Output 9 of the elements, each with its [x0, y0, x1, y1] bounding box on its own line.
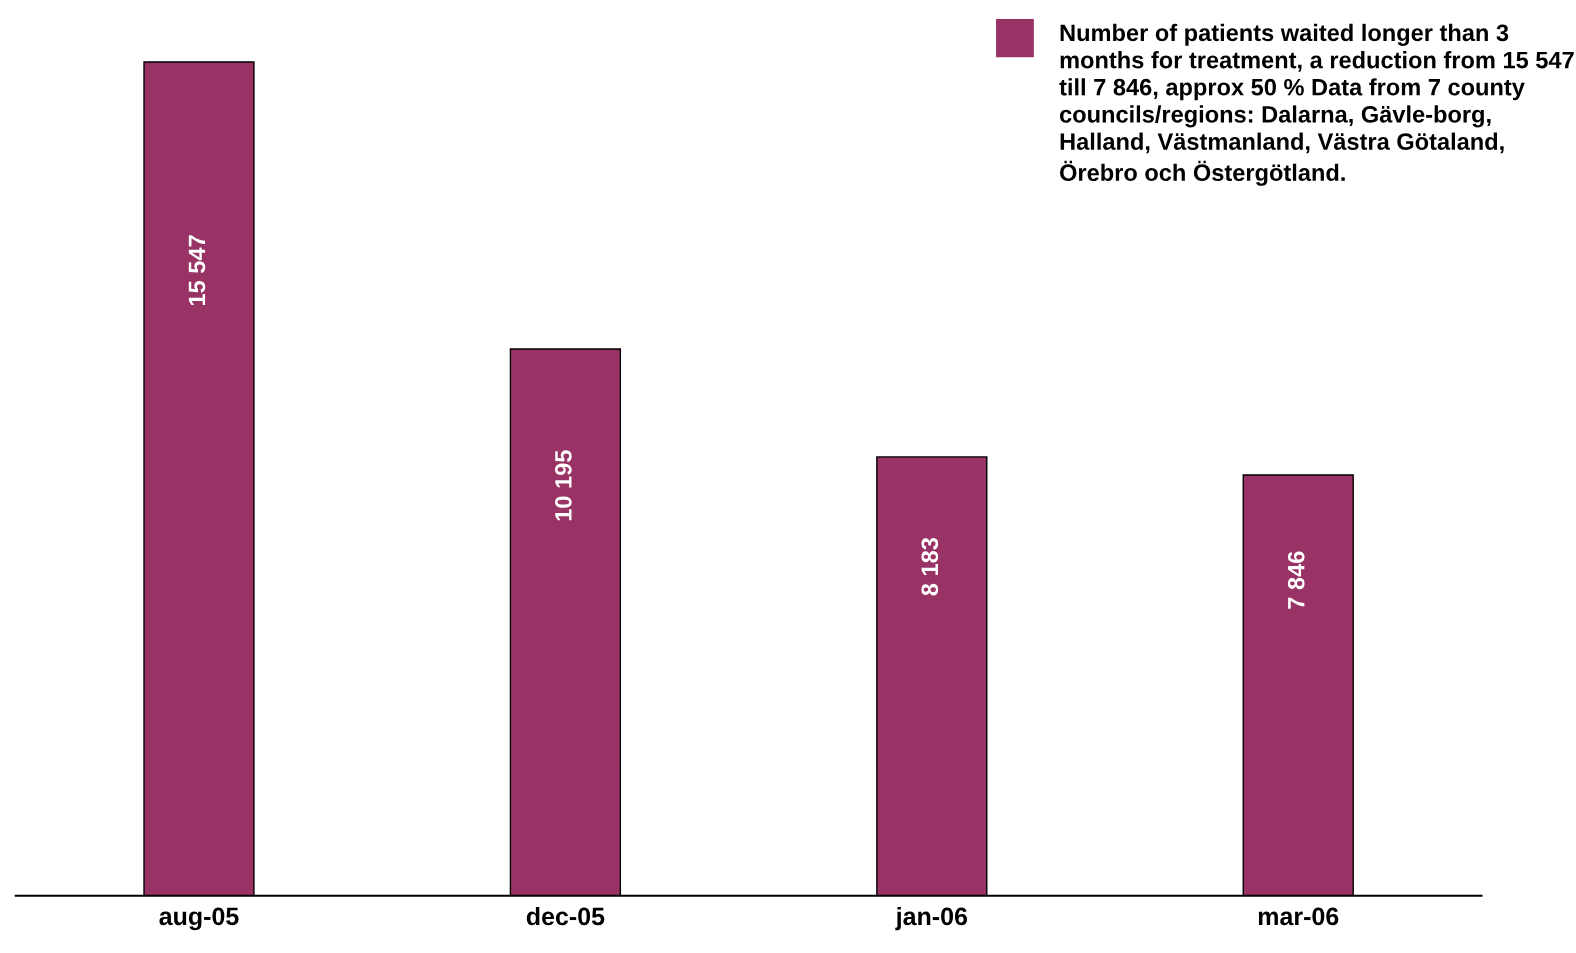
- x-tick-label: mar-06: [1258, 907, 1339, 926]
- data-label: 15 547: [188, 235, 206, 306]
- x-tick-label: jan-06: [895, 906, 968, 931]
- data-label: 7 846: [1287, 551, 1305, 609]
- x-tick-label: dec-05: [526, 906, 605, 926]
- data-label: 8 183: [921, 537, 939, 596]
- data-label: 10 195: [555, 450, 572, 521]
- x-tick-label: aug-05: [159, 907, 239, 931]
- legend-label: Number of patients waited longer than 3 months for treatment, a reduction from 15 547 till 7 846, approx 50 % Data from 7 county councils/regions: Dalarna, Gävle-borg, Halland, Västmanland, Västra Götaland, Örebro och Östergötland.: [1059, 23, 1574, 186]
